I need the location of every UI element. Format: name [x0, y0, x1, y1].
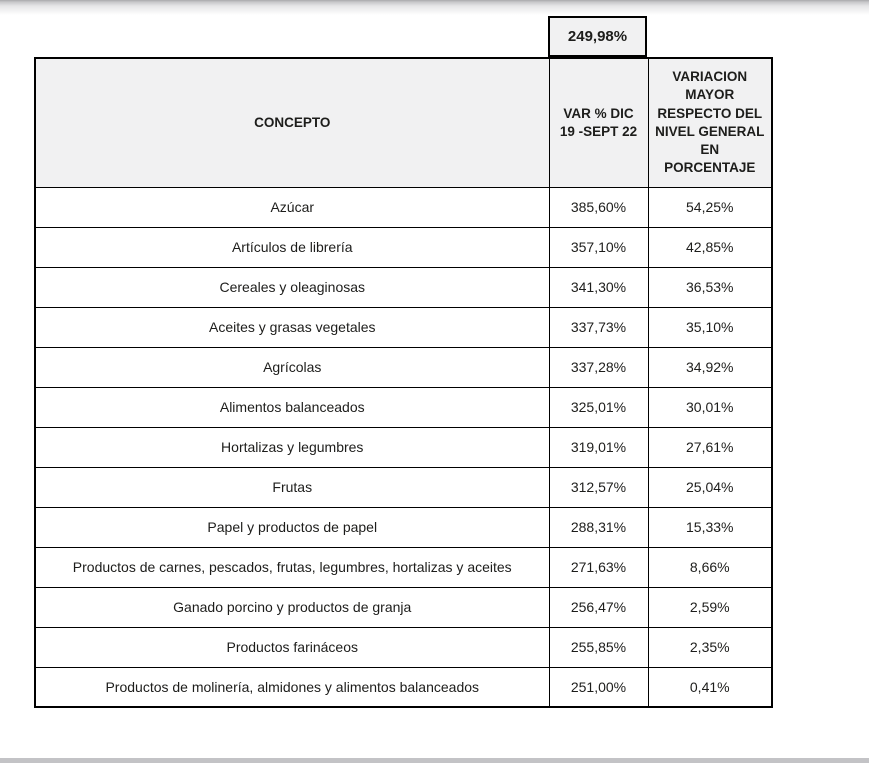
table-row: Alimentos balanceados 325,01% 30,01%: [34, 386, 773, 428]
cell-var-pct: 319,01%: [548, 426, 649, 468]
cell-variacion: 25,04%: [647, 466, 773, 508]
variation-table: CONCEPTO VAR % DIC 19 -SEPT 22 VARIACION…: [34, 57, 773, 708]
cell-concepto: Alimentos balanceados: [34, 386, 550, 428]
cell-var-pct: 341,30%: [548, 266, 649, 308]
cell-var-pct: 325,01%: [548, 386, 649, 428]
cell-variacion: 8,66%: [647, 546, 773, 588]
cell-variacion: 54,25%: [647, 186, 773, 228]
table-row: Cereales y oleaginosas 341,30% 36,53%: [34, 266, 773, 308]
cell-concepto: Hortalizas y legumbres: [34, 426, 550, 468]
table-row: Hortalizas y legumbres 319,01% 27,61%: [34, 426, 773, 468]
table-row: Papel y productos de papel 288,31% 15,33%: [34, 506, 773, 548]
cell-var-pct: 271,63%: [548, 546, 649, 588]
table-row: Productos de carnes, pescados, frutas, l…: [34, 546, 773, 588]
cell-concepto: Artículos de librería: [34, 226, 550, 268]
cell-concepto: Frutas: [34, 466, 550, 508]
cell-variacion: 0,41%: [647, 666, 773, 708]
cell-variacion: 15,33%: [647, 506, 773, 548]
cell-var-pct: 288,31%: [548, 506, 649, 548]
top-shadow: [0, 0, 869, 15]
header-variacion: VARIACION MAYOR RESPECTO DEL NIVEL GENER…: [647, 57, 773, 188]
cell-concepto: Productos farináceos: [34, 626, 550, 668]
table-row: Artículos de librería 357,10% 42,85%: [34, 226, 773, 268]
cell-var-pct: 251,00%: [548, 666, 649, 708]
cell-var-pct: 337,28%: [548, 346, 649, 388]
general-level-value-box: 249,98%: [548, 16, 647, 57]
table-row: Agrícolas 337,28% 34,92%: [34, 346, 773, 388]
cell-var-pct: 385,60%: [548, 186, 649, 228]
cell-variacion: 2,59%: [647, 586, 773, 628]
cell-var-pct: 255,85%: [548, 626, 649, 668]
cell-concepto: Cereales y oleaginosas: [34, 266, 550, 308]
cell-variacion: 36,53%: [647, 266, 773, 308]
table-row: Aceites y grasas vegetales 337,73% 35,10%: [34, 306, 773, 348]
header-concepto: CONCEPTO: [34, 57, 550, 188]
cell-variacion: 35,10%: [647, 306, 773, 348]
cell-concepto: Papel y productos de papel: [34, 506, 550, 548]
cell-concepto: Productos de molinería, almidones y alim…: [34, 666, 550, 708]
cell-concepto: Productos de carnes, pescados, frutas, l…: [34, 546, 550, 588]
table-header: CONCEPTO VAR % DIC 19 -SEPT 22 VARIACION…: [34, 57, 773, 188]
cell-var-pct: 256,47%: [548, 586, 649, 628]
cell-variacion: 42,85%: [647, 226, 773, 268]
table-row: Frutas 312,57% 25,04%: [34, 466, 773, 508]
cell-var-pct: 312,57%: [548, 466, 649, 508]
cell-var-pct: 357,10%: [548, 226, 649, 268]
cell-variacion: 34,92%: [647, 346, 773, 388]
table-row: Productos de molinería, almidones y alim…: [34, 666, 773, 708]
cell-concepto: Ganado porcino y productos de granja: [34, 586, 550, 628]
cell-var-pct: 337,73%: [548, 306, 649, 348]
window-bottom-bar: [0, 758, 869, 763]
cell-variacion: 2,35%: [647, 626, 773, 668]
cell-concepto: Azúcar: [34, 186, 550, 228]
cell-concepto: Agrícolas: [34, 346, 550, 388]
header-var-pct: VAR % DIC 19 -SEPT 22: [548, 57, 649, 188]
cell-variacion: 30,01%: [647, 386, 773, 428]
table-body: Azúcar 385,60% 54,25% Artículos de librería…: [34, 186, 773, 708]
header-row: CONCEPTO VAR % DIC 19 -SEPT 22 VARIACION…: [34, 57, 773, 188]
cell-variacion: 27,61%: [647, 426, 773, 468]
cell-concepto: Aceites y grasas vegetales: [34, 306, 550, 348]
table-row: Productos farináceos 255,85% 2,35%: [34, 626, 773, 668]
table-row: Ganado porcino y productos de granja 256,…: [34, 586, 773, 628]
table-row: Azúcar 385,60% 54,25%: [34, 186, 773, 228]
